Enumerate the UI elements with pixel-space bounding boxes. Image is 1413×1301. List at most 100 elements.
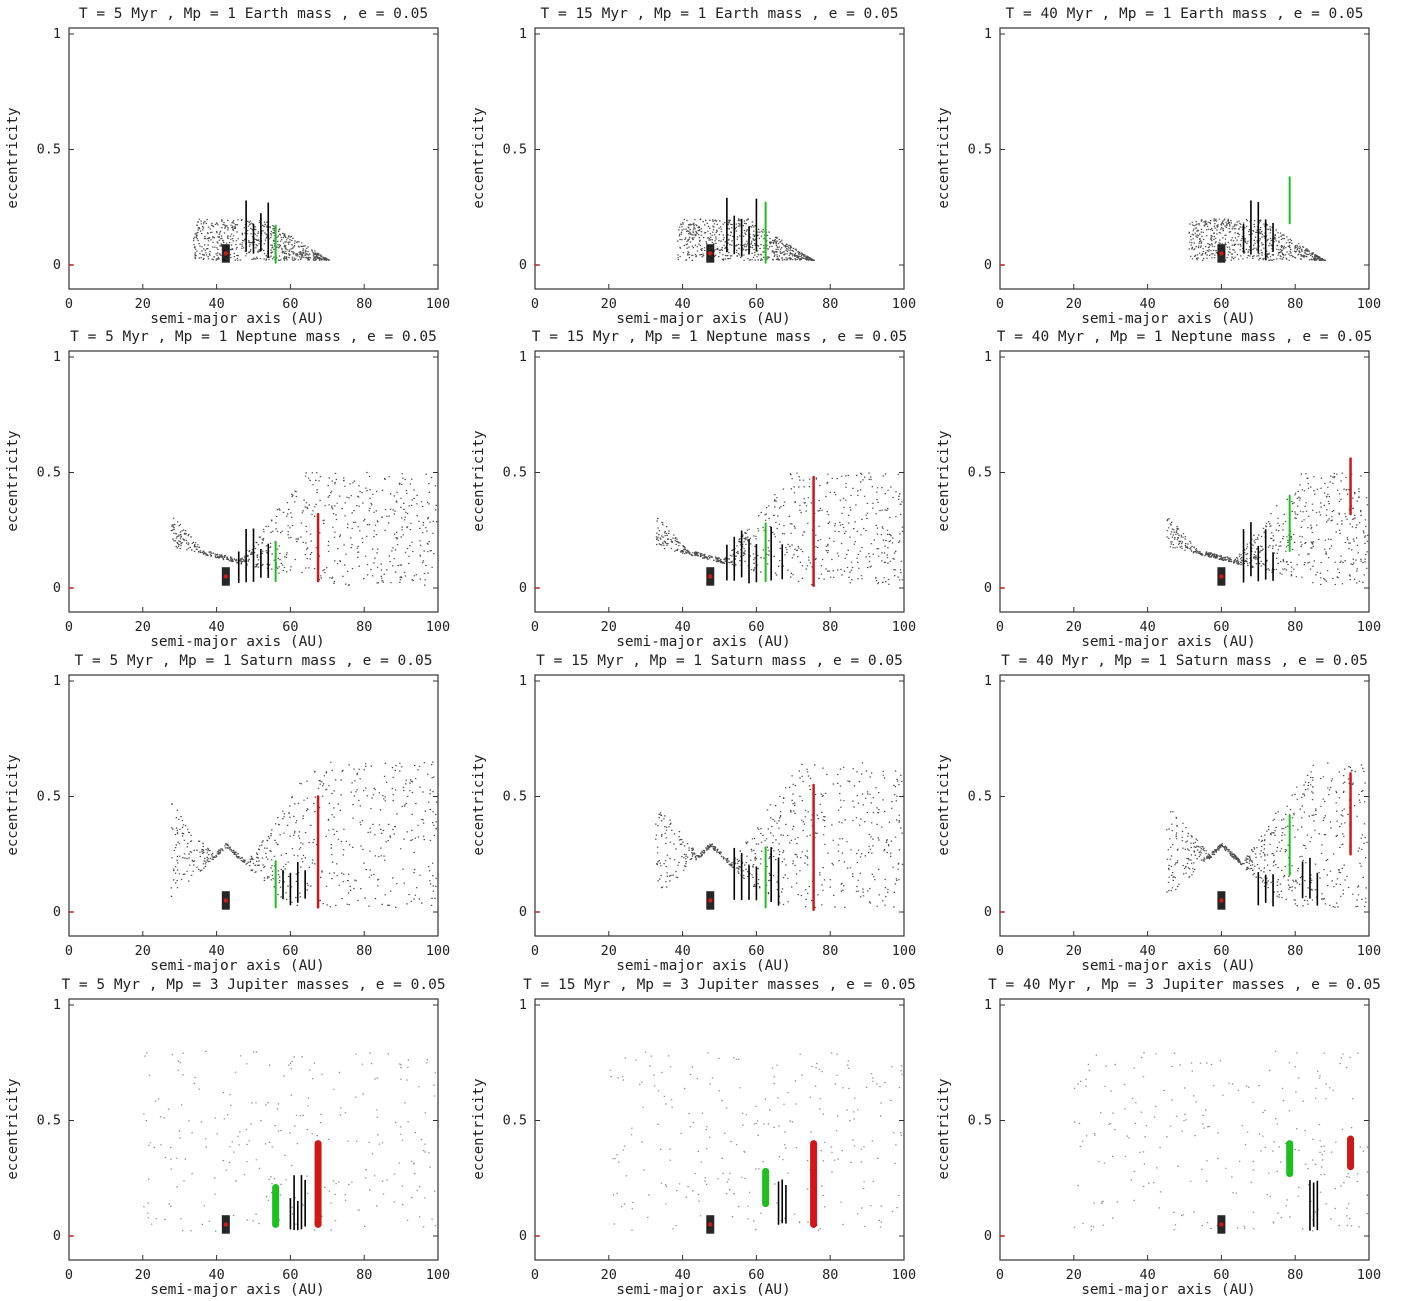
x-tick-label: 40 xyxy=(1139,943,1155,959)
x-tick-label: 0 xyxy=(996,619,1004,635)
y-tick-label: 1 xyxy=(53,997,61,1013)
plot-frame xyxy=(68,674,439,937)
y-tick-label: 1 xyxy=(519,997,527,1013)
x-axis-label: semi-major axis (AU) xyxy=(616,311,791,327)
planet-marker xyxy=(1219,1222,1224,1227)
y-tick-label: 1 xyxy=(53,673,61,689)
x-tick-label: 20 xyxy=(601,1267,617,1283)
particle-cloud xyxy=(1073,1050,1369,1232)
x-tick-label: 80 xyxy=(822,619,838,635)
x-tick-label: 20 xyxy=(1066,943,1082,959)
y-axis-label: eccentricity xyxy=(471,107,487,208)
y-tick-label: 0.5 xyxy=(37,1113,61,1129)
planet-marker xyxy=(1219,251,1224,256)
plot-frame xyxy=(68,998,439,1261)
panel-3: T = 40 Myr , Mp = 1 Earth mass , e = 0.0… xyxy=(936,6,1381,327)
x-tick-label: 40 xyxy=(1139,296,1155,312)
scatter-points xyxy=(1166,762,1368,910)
x-axis-label: semi-major axis (AU) xyxy=(616,1282,791,1298)
panel-title: T = 5 Myr , Mp = 1 Earth mass , e = 0.05 xyxy=(79,6,428,22)
y-tick-label: 0 xyxy=(984,904,992,920)
y-axis-label: eccentricity xyxy=(5,107,21,208)
x-tick-label: 60 xyxy=(1213,619,1229,635)
y-axis-label: eccentricity xyxy=(471,430,487,531)
x-axis-label: semi-major axis (AU) xyxy=(616,958,791,974)
y-tick-label: 0.5 xyxy=(968,1113,992,1129)
y-tick-label: 0.5 xyxy=(503,1113,527,1129)
x-tick-label: 0 xyxy=(65,296,73,312)
y-tick-label: 0 xyxy=(53,1228,61,1244)
x-tick-label: 80 xyxy=(356,943,372,959)
panel-5: T = 15 Myr , Mp = 1 Neptune mass , e = 0… xyxy=(471,329,916,650)
y-tick-label: 1 xyxy=(53,26,61,42)
y-axis-label: eccentricity xyxy=(936,107,952,208)
y-tick-label: 0.5 xyxy=(968,789,992,805)
panel-9: T = 40 Myr , Mp = 1 Saturn mass , e = 0.… xyxy=(936,653,1381,974)
y-axis-label: eccentricity xyxy=(5,430,21,531)
x-tick-label: 40 xyxy=(674,943,690,959)
x-tick-label: 40 xyxy=(674,619,690,635)
x-tick-label: 60 xyxy=(1213,1267,1229,1283)
x-tick-label: 60 xyxy=(282,1267,298,1283)
x-tick-label: 20 xyxy=(1066,296,1082,312)
plot-frame xyxy=(68,350,439,613)
x-axis-label: semi-major axis (AU) xyxy=(616,634,791,650)
x-tick-label: 40 xyxy=(1139,619,1155,635)
planet-marker xyxy=(223,574,229,579)
x-tick-label: 40 xyxy=(1139,1267,1155,1283)
plot-frame xyxy=(999,27,1370,290)
y-tick-label: 0.5 xyxy=(37,789,61,805)
scatter-points xyxy=(1188,176,1327,263)
x-tick-label: 0 xyxy=(996,943,1004,959)
x-tick-label: 0 xyxy=(531,943,539,959)
plot-frame xyxy=(999,998,1370,1261)
x-tick-label: 20 xyxy=(135,296,151,312)
planet-marker xyxy=(708,1222,713,1227)
panel-2: T = 15 Myr , Mp = 1 Earth mass , e = 0.0… xyxy=(471,6,916,327)
x-tick-label: 100 xyxy=(1357,619,1381,635)
scatter-points xyxy=(655,472,904,587)
y-tick-label: 1 xyxy=(984,26,992,42)
particle-cloud xyxy=(655,472,904,586)
panel-title: T = 15 Myr , Mp = 1 Neptune mass , e = 0… xyxy=(532,329,907,345)
y-axis-label: eccentricity xyxy=(471,1078,487,1179)
x-tick-label: 40 xyxy=(208,1267,224,1283)
scatter-points xyxy=(143,1050,437,1234)
x-tick-label: 0 xyxy=(65,943,73,959)
x-tick-label: 100 xyxy=(426,943,450,959)
x-tick-label: 80 xyxy=(1287,296,1303,312)
planet-marker xyxy=(223,251,229,256)
x-tick-label: 100 xyxy=(892,943,916,959)
plot-frame xyxy=(534,27,905,290)
y-tick-label: 0.5 xyxy=(503,142,527,158)
scatter-points xyxy=(609,1051,903,1234)
particle-cloud xyxy=(170,471,438,586)
particle-cloud xyxy=(170,761,438,908)
plot-frame xyxy=(999,674,1370,937)
x-tick-label: 0 xyxy=(531,1267,539,1283)
x-tick-label: 60 xyxy=(1213,296,1229,312)
x-tick-label: 40 xyxy=(208,296,224,312)
x-tick-label: 40 xyxy=(674,296,690,312)
y-tick-label: 0 xyxy=(519,257,527,273)
plot-frame xyxy=(534,350,905,613)
particle-cloud xyxy=(655,762,904,908)
y-tick-label: 0 xyxy=(984,257,992,273)
x-tick-label: 20 xyxy=(1066,619,1082,635)
x-tick-label: 80 xyxy=(1287,1267,1303,1283)
scatter-points xyxy=(677,197,815,264)
particle-cloud xyxy=(609,1051,903,1231)
panel-10: T = 5 Myr , Mp = 3 Jupiter masses , e = … xyxy=(5,977,450,1298)
x-tick-label: 100 xyxy=(426,619,450,635)
panel-title: T = 40 Myr , Mp = 1 Neptune mass , e = 0… xyxy=(997,329,1372,345)
y-tick-label: 0.5 xyxy=(37,465,61,481)
x-tick-label: 60 xyxy=(282,943,298,959)
x-tick-label: 20 xyxy=(601,943,617,959)
y-axis-label: eccentricity xyxy=(5,754,21,855)
x-tick-label: 0 xyxy=(65,1267,73,1283)
x-tick-label: 60 xyxy=(282,296,298,312)
particle-cloud xyxy=(677,218,815,261)
x-tick-label: 80 xyxy=(822,296,838,312)
x-tick-label: 100 xyxy=(1357,1267,1381,1283)
y-tick-label: 0 xyxy=(53,904,61,920)
